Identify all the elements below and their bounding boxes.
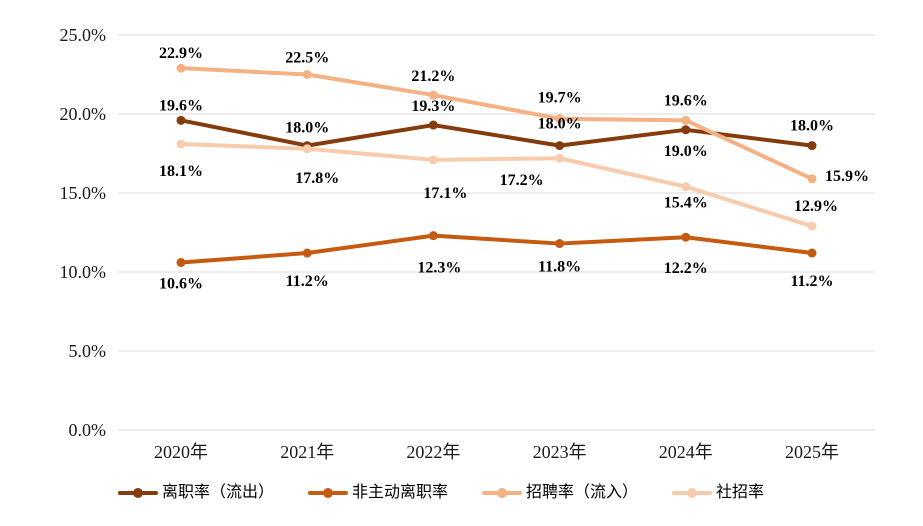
data-label: 19.6% xyxy=(664,92,708,109)
data-label: 22.5% xyxy=(285,50,329,67)
data-label: 12.9% xyxy=(794,198,838,215)
y-tick-label: 20.0% xyxy=(60,104,107,124)
series-line xyxy=(179,233,814,265)
x-tick-label: 2023年 xyxy=(533,442,587,462)
legend-item: 社招率 xyxy=(672,483,764,503)
series-point-marker xyxy=(428,120,438,130)
legend-label: 离职率（流出） xyxy=(162,484,275,501)
series-line xyxy=(179,118,814,148)
series-point-marker xyxy=(428,155,438,165)
legend-label: 非主动离职率 xyxy=(352,484,449,501)
x-tick-label: 2021年 xyxy=(280,442,334,462)
y-tick-label: 15.0% xyxy=(60,183,107,203)
legend-line-marker-icon xyxy=(308,488,349,498)
series-point-marker xyxy=(302,248,312,258)
series-point-marker xyxy=(428,90,438,100)
legend-line-marker-icon xyxy=(482,488,523,498)
legend: 离职率（流出） 非主动离职率 招聘率（流入） 社招率 xyxy=(118,483,875,503)
series-point-marker xyxy=(302,144,312,154)
legend-item: 离职率（流出） xyxy=(118,483,274,503)
series-point-marker xyxy=(555,153,565,163)
data-label: 17.2% xyxy=(500,172,544,189)
series-point-marker xyxy=(555,239,565,249)
series-point-marker xyxy=(555,114,565,124)
data-label: 18.0% xyxy=(790,118,834,135)
y-tick-label: 25.0% xyxy=(60,25,107,45)
series-point-marker xyxy=(555,141,565,151)
legend-item: 非主动离职率 xyxy=(308,483,448,503)
y-tick-label: 10.0% xyxy=(60,262,107,282)
series-point-marker xyxy=(807,248,817,258)
series-point-marker xyxy=(176,115,186,125)
legend-item: 招聘率（流入） xyxy=(482,483,638,503)
series-point-marker xyxy=(807,174,817,184)
legend-label: 社招率 xyxy=(716,484,765,501)
series-line xyxy=(179,66,814,181)
series-point-marker xyxy=(176,63,186,73)
series-point-marker xyxy=(176,139,186,149)
data-label: 15.4% xyxy=(664,195,708,212)
series-point-marker xyxy=(428,231,438,241)
data-label: 17.1% xyxy=(423,185,467,202)
x-tick-label: 2020年 xyxy=(154,442,208,462)
data-label: 12.2% xyxy=(664,260,708,277)
series-point-marker xyxy=(176,258,186,268)
legend-line-marker-icon xyxy=(118,488,158,498)
series-point-marker xyxy=(302,70,312,79)
y-tick-label: 0.0% xyxy=(69,420,107,440)
data-label: 21.2% xyxy=(411,68,455,85)
data-label: 19.6% xyxy=(159,97,203,114)
x-tick-label: 2022年 xyxy=(406,442,460,462)
data-label: 18.0% xyxy=(285,120,329,137)
data-label: 17.8% xyxy=(295,170,339,187)
series-point-marker xyxy=(807,141,817,151)
data-label: 19.0% xyxy=(664,143,708,160)
data-label: 18.1% xyxy=(159,163,203,180)
series-line xyxy=(179,142,814,229)
data-label: 22.9% xyxy=(159,45,203,62)
data-label: 18.0% xyxy=(538,116,582,133)
series-point-marker xyxy=(681,115,691,125)
data-label: 19.3% xyxy=(411,98,455,115)
legend-line-marker-icon xyxy=(672,488,713,498)
y-tick-label: 5.0% xyxy=(69,341,107,361)
series-point-marker xyxy=(681,232,691,242)
x-tick-label: 2024年 xyxy=(659,442,713,462)
data-label: 19.7% xyxy=(538,90,582,107)
data-label: 11.8% xyxy=(538,259,581,276)
data-label: 15.9% xyxy=(825,168,869,185)
data-label: 11.2% xyxy=(790,273,833,290)
data-label: 10.6% xyxy=(159,276,203,293)
legend-label: 招聘率（流入） xyxy=(526,484,639,501)
x-tick-label: 2025年 xyxy=(785,442,839,462)
series-point-marker xyxy=(681,125,691,135)
data-label: 11.2% xyxy=(286,273,329,290)
data-label: 12.3% xyxy=(417,260,461,277)
series-point-marker xyxy=(807,221,817,231)
series-point-marker xyxy=(681,182,691,192)
